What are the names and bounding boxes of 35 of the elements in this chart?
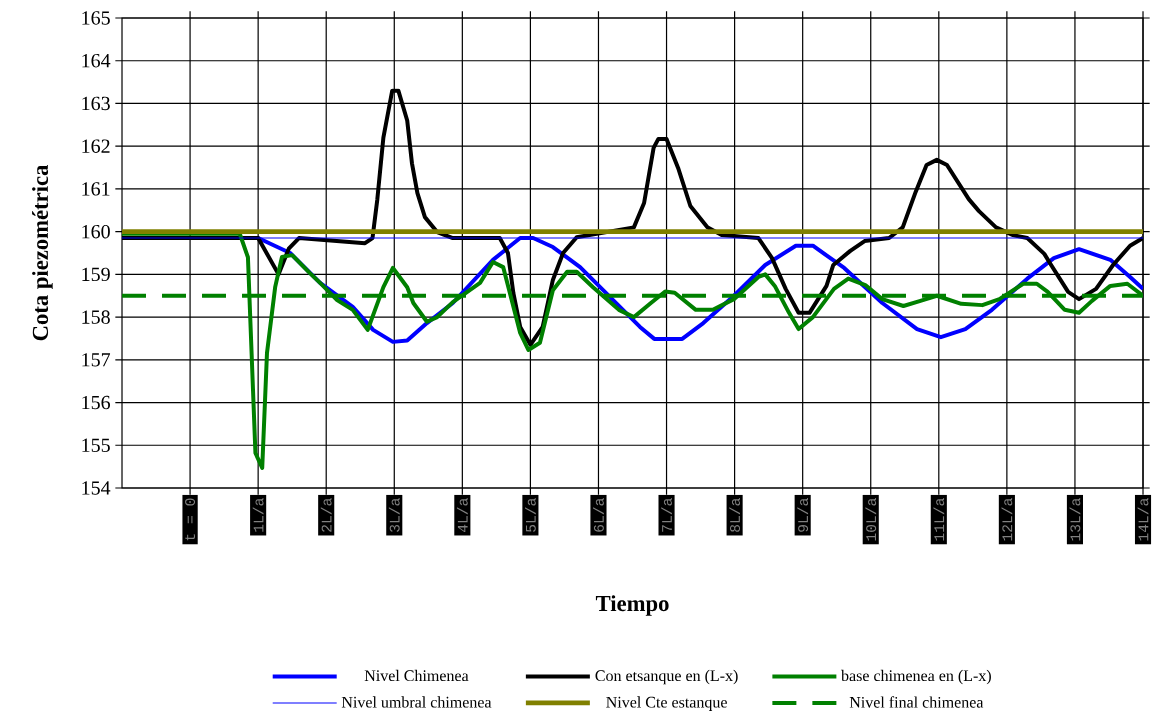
x-tick-label: 2L/a [320, 498, 332, 532]
y-axis-title: Cota piezométrica [32, 164, 53, 341]
legend-label: Nivel final chimenea [849, 696, 984, 708]
x-tick-label: 1L/a [252, 498, 264, 532]
x-tick-label: 5L/a [525, 498, 536, 532]
y-tick-label: 165 [82, 11, 110, 25]
legend-label: Nivel umbral chimenea [341, 696, 492, 708]
y-tick-label: 164 [82, 54, 111, 68]
x-tick-label: 9L/a [797, 498, 809, 532]
x-tick-label: 14L/a [1137, 498, 1149, 541]
legend-label: Nivel Cte estanque [606, 696, 727, 711]
y-tick-label: 160 [82, 224, 110, 239]
x-tick-label: 8L/a [729, 498, 740, 532]
x-tick-label: 6L/a [593, 498, 604, 532]
y-tick-label: 156 [82, 395, 111, 410]
x-tick-label: 7L/a [661, 498, 672, 532]
y-tick-label: 154 [82, 481, 111, 495]
x-tick-label: 10L/a [865, 498, 877, 541]
x-tick-label: 13L/a [1069, 498, 1081, 541]
x-tick-label: 12L/a [1001, 498, 1013, 541]
y-tick-label: 163 [82, 96, 110, 111]
legend-label: Nivel Chimenea [364, 669, 469, 682]
x-tick-label: 11L/a [933, 498, 945, 541]
y-tick-label: 159 [82, 267, 110, 282]
x-tick-label: 4L/a [456, 498, 468, 533]
x-axis-title: Tiempo [595, 595, 669, 616]
legend-label: Con etsanque en (L-x) [595, 669, 738, 685]
legend-label: base chimenea en (L-x) [841, 669, 991, 685]
y-tick-label: 162 [82, 139, 110, 153]
y-tick-label: 157 [82, 353, 111, 367]
x-tick-label: 3L/a [388, 498, 400, 532]
x-tick-label: t = 0 [185, 498, 196, 541]
y-tick-label: 161 [82, 182, 110, 196]
y-tick-label: 158 [82, 310, 110, 324]
y-tick-label: 155 [82, 438, 110, 452]
